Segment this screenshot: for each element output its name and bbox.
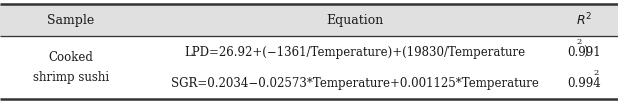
Text: 0.994: 0.994	[567, 77, 601, 90]
Text: 2: 2	[577, 38, 582, 46]
Text: LPD=26.92+(−1361/Temperature)+(19830/Temperature: LPD=26.92+(−1361/Temperature)+(19830/Tem…	[185, 46, 526, 58]
Bar	[0, 4, 618, 36]
Text: 0.991: 0.991	[567, 46, 601, 58]
Text: 2: 2	[594, 69, 599, 77]
Text: 2: 2	[577, 38, 582, 46]
Text: ): )	[583, 46, 588, 58]
Text: $\mathit{R}^2$: $\mathit{R}^2$	[576, 12, 592, 28]
Text: Cooked
shrimp sushi: Cooked shrimp sushi	[33, 51, 109, 84]
Text: Sample: Sample	[48, 14, 95, 27]
Text: SGR=0.2034−0.02573*Temperature+0.001125*Temperature: SGR=0.2034−0.02573*Temperature+0.001125*…	[171, 77, 540, 90]
Text: Equation: Equation	[327, 14, 384, 27]
